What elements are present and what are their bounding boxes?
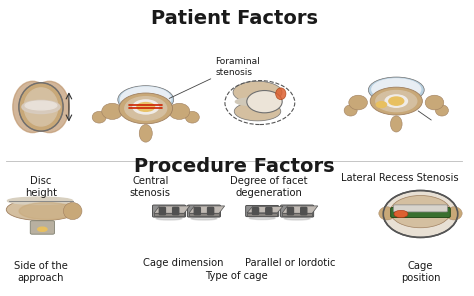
Ellipse shape	[19, 83, 63, 131]
Ellipse shape	[389, 97, 404, 105]
Text: Patient Factors: Patient Factors	[151, 9, 318, 28]
Ellipse shape	[22, 100, 60, 114]
Circle shape	[247, 91, 282, 113]
Polygon shape	[154, 206, 190, 213]
Text: Parallel or lordotic: Parallel or lordotic	[245, 258, 336, 268]
FancyBboxPatch shape	[287, 207, 293, 215]
Ellipse shape	[120, 87, 171, 111]
Ellipse shape	[25, 101, 57, 110]
FancyBboxPatch shape	[281, 205, 314, 217]
Ellipse shape	[139, 125, 152, 142]
Ellipse shape	[137, 102, 155, 111]
Text: Disc
height: Disc height	[25, 176, 57, 198]
Text: Type of cage: Type of cage	[205, 271, 268, 281]
Text: Procedure Factors: Procedure Factors	[134, 157, 335, 176]
Ellipse shape	[156, 217, 182, 220]
Ellipse shape	[29, 81, 69, 133]
Ellipse shape	[38, 227, 47, 231]
Ellipse shape	[391, 116, 402, 132]
Ellipse shape	[385, 95, 408, 107]
FancyBboxPatch shape	[208, 207, 214, 215]
Text: Degree of facet
degeneration: Degree of facet degeneration	[230, 176, 308, 198]
FancyBboxPatch shape	[391, 207, 450, 218]
Text: Cage
position: Cage position	[401, 261, 440, 283]
FancyBboxPatch shape	[187, 205, 220, 217]
Ellipse shape	[236, 98, 280, 106]
Ellipse shape	[372, 79, 421, 100]
Ellipse shape	[169, 103, 190, 119]
FancyBboxPatch shape	[266, 207, 272, 214]
Ellipse shape	[6, 199, 79, 221]
Ellipse shape	[425, 95, 444, 110]
Ellipse shape	[370, 87, 422, 115]
Text: Cage dimension: Cage dimension	[143, 258, 223, 268]
Polygon shape	[282, 213, 312, 216]
Ellipse shape	[102, 103, 123, 119]
FancyBboxPatch shape	[393, 205, 447, 212]
Ellipse shape	[436, 105, 448, 116]
Text: Lateral Recess Stenosis: Lateral Recess Stenosis	[341, 173, 458, 183]
FancyBboxPatch shape	[30, 221, 55, 234]
Ellipse shape	[133, 100, 159, 114]
Ellipse shape	[379, 207, 395, 220]
Polygon shape	[247, 206, 283, 213]
Ellipse shape	[284, 217, 310, 220]
Ellipse shape	[368, 77, 424, 103]
Ellipse shape	[376, 91, 417, 112]
Polygon shape	[282, 206, 318, 213]
Ellipse shape	[376, 102, 386, 107]
Text: Central
stenosis: Central stenosis	[130, 176, 171, 198]
Ellipse shape	[191, 217, 217, 220]
Ellipse shape	[8, 197, 73, 205]
FancyBboxPatch shape	[159, 207, 165, 215]
FancyBboxPatch shape	[253, 207, 258, 214]
Ellipse shape	[344, 105, 357, 116]
Ellipse shape	[276, 88, 286, 100]
Ellipse shape	[249, 217, 275, 220]
Ellipse shape	[125, 97, 167, 120]
Ellipse shape	[64, 202, 82, 220]
Circle shape	[383, 191, 458, 237]
Ellipse shape	[234, 102, 281, 121]
FancyBboxPatch shape	[301, 207, 307, 215]
Ellipse shape	[446, 207, 462, 220]
Ellipse shape	[185, 111, 199, 123]
Ellipse shape	[390, 195, 451, 228]
Polygon shape	[189, 206, 225, 213]
FancyBboxPatch shape	[153, 205, 185, 217]
Ellipse shape	[349, 95, 367, 110]
Ellipse shape	[394, 210, 408, 218]
Ellipse shape	[13, 81, 53, 133]
Polygon shape	[154, 213, 184, 216]
FancyBboxPatch shape	[173, 207, 179, 215]
FancyBboxPatch shape	[194, 207, 201, 215]
Ellipse shape	[118, 86, 173, 114]
Text: Side of the
approach: Side of the approach	[14, 261, 68, 283]
Polygon shape	[247, 213, 277, 216]
Ellipse shape	[24, 88, 58, 126]
Ellipse shape	[233, 81, 282, 103]
Ellipse shape	[19, 202, 75, 220]
Ellipse shape	[119, 93, 173, 124]
FancyBboxPatch shape	[246, 205, 279, 217]
Polygon shape	[189, 213, 219, 216]
Ellipse shape	[92, 111, 106, 123]
Text: Foraminal
stenosis: Foraminal stenosis	[216, 57, 260, 77]
